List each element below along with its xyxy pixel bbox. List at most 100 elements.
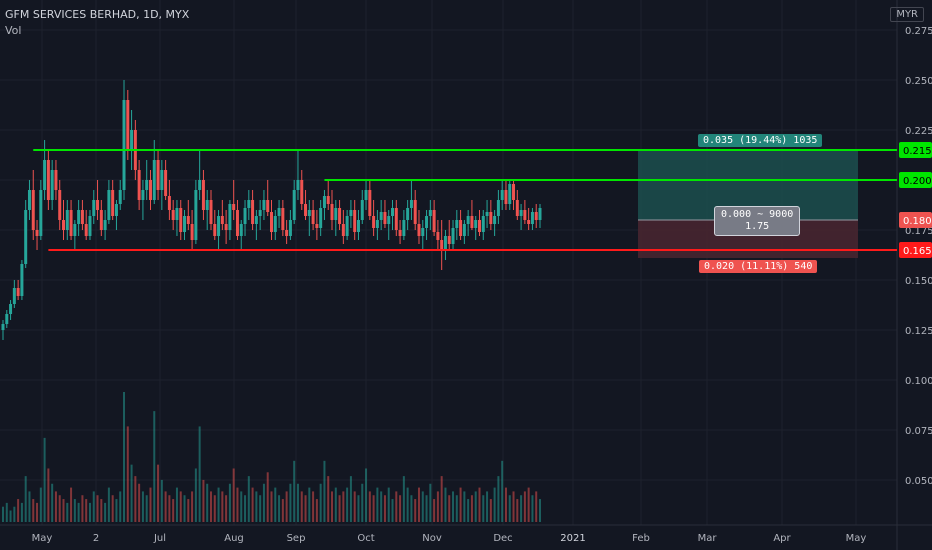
position-info-box[interactable]: 0.000 ~ 9000 1.75 [714, 206, 801, 236]
volume-bar [539, 499, 541, 522]
y-tick-label: 0.150 [905, 276, 932, 287]
volume-bar [58, 495, 61, 522]
volume-bar [357, 495, 360, 522]
volume-bar [70, 487, 73, 522]
volume-bar [36, 502, 39, 522]
candle-body [432, 210, 436, 232]
price-label: 0.180 [903, 216, 932, 227]
volume-bar [194, 468, 197, 522]
volume-bar [281, 499, 284, 522]
volume-bar [433, 499, 436, 522]
volume-bar [126, 426, 129, 522]
volume-bar [289, 483, 292, 522]
candle-body [160, 170, 164, 190]
volume-bar [175, 487, 178, 522]
candle-body [538, 208, 542, 220]
volume-bar [278, 495, 281, 522]
volume-bar [444, 487, 447, 522]
candle-body [5, 314, 9, 324]
candle-body [254, 216, 258, 224]
currency-button[interactable]: MYR [890, 7, 924, 22]
volume-bar [251, 487, 254, 522]
x-tick-label: Sep [287, 533, 306, 544]
volume-bar [520, 495, 523, 522]
candle-body [247, 200, 251, 208]
x-tick-label: 2021 [560, 533, 585, 544]
y-tick-label: 0.050 [905, 476, 932, 487]
candle-body [383, 212, 387, 224]
volume-bar [285, 491, 288, 522]
candle-body [504, 190, 508, 204]
volume-bar [531, 495, 534, 522]
volume-bar [255, 491, 258, 522]
candle-body [428, 210, 432, 216]
volume-bar [266, 472, 269, 522]
candle-body [315, 224, 319, 228]
volume-bar [308, 487, 311, 522]
volume-bar [183, 495, 186, 522]
volume-bar [365, 468, 368, 522]
price-label-bg [899, 242, 932, 258]
volume-bar [262, 483, 265, 522]
candle-body [179, 208, 183, 232]
volume-bar [501, 460, 504, 522]
candle-body [65, 210, 69, 230]
candle-body [130, 130, 134, 150]
volume-bar [315, 499, 318, 522]
volume-bar [342, 491, 345, 522]
volume-bar [100, 499, 103, 522]
volume-bar [346, 487, 349, 522]
candle-body [425, 216, 429, 228]
x-tick-label: Feb [632, 533, 650, 544]
x-tick-label: Jul [153, 533, 166, 544]
candle-body [39, 190, 43, 236]
candle-body [341, 224, 345, 236]
volume-bar [497, 476, 500, 522]
volume-bar [300, 491, 303, 522]
price-label-bg [899, 172, 932, 188]
candle-body [103, 220, 107, 230]
volume-bar [9, 510, 12, 522]
candle-body [523, 210, 527, 220]
candle-body [152, 160, 156, 200]
volume-bar [149, 487, 152, 522]
candle-body [372, 216, 376, 228]
candle-body [9, 304, 13, 314]
candle-body [296, 180, 300, 190]
volume-bar [368, 491, 371, 522]
volume-bar [145, 495, 148, 522]
candle-body [35, 230, 39, 236]
volume-bar [28, 491, 31, 522]
candle-body [198, 180, 202, 190]
candle-body [99, 210, 103, 230]
candle-body [194, 190, 198, 240]
volume-bar [54, 491, 57, 522]
candle-body [447, 236, 451, 244]
candle-body [485, 212, 489, 216]
loss-label: 0.020 (11.11%) 540 [699, 260, 818, 273]
candle-body [92, 200, 96, 216]
volume-bar [62, 499, 65, 522]
candle-body [512, 184, 516, 200]
volume-bar [391, 499, 394, 522]
volume-bar [247, 476, 250, 522]
candle-body [534, 212, 538, 220]
candle-body [137, 170, 141, 200]
candle-body [224, 224, 228, 230]
volume-bar [429, 483, 432, 522]
candle-body [175, 208, 179, 220]
volume-bar [115, 499, 118, 522]
volume-bar [425, 495, 428, 522]
profit-label: 0.035 (19.44%) 1035 [698, 134, 823, 147]
volume-bar [77, 502, 80, 522]
candle-body [156, 160, 160, 190]
candle-body [114, 204, 118, 216]
volume-bar [104, 502, 107, 522]
volume-bar [452, 491, 455, 522]
candle-body [141, 190, 145, 200]
x-tick-label: Dec [493, 533, 512, 544]
candle-body [462, 224, 466, 236]
candle-body [338, 208, 342, 224]
